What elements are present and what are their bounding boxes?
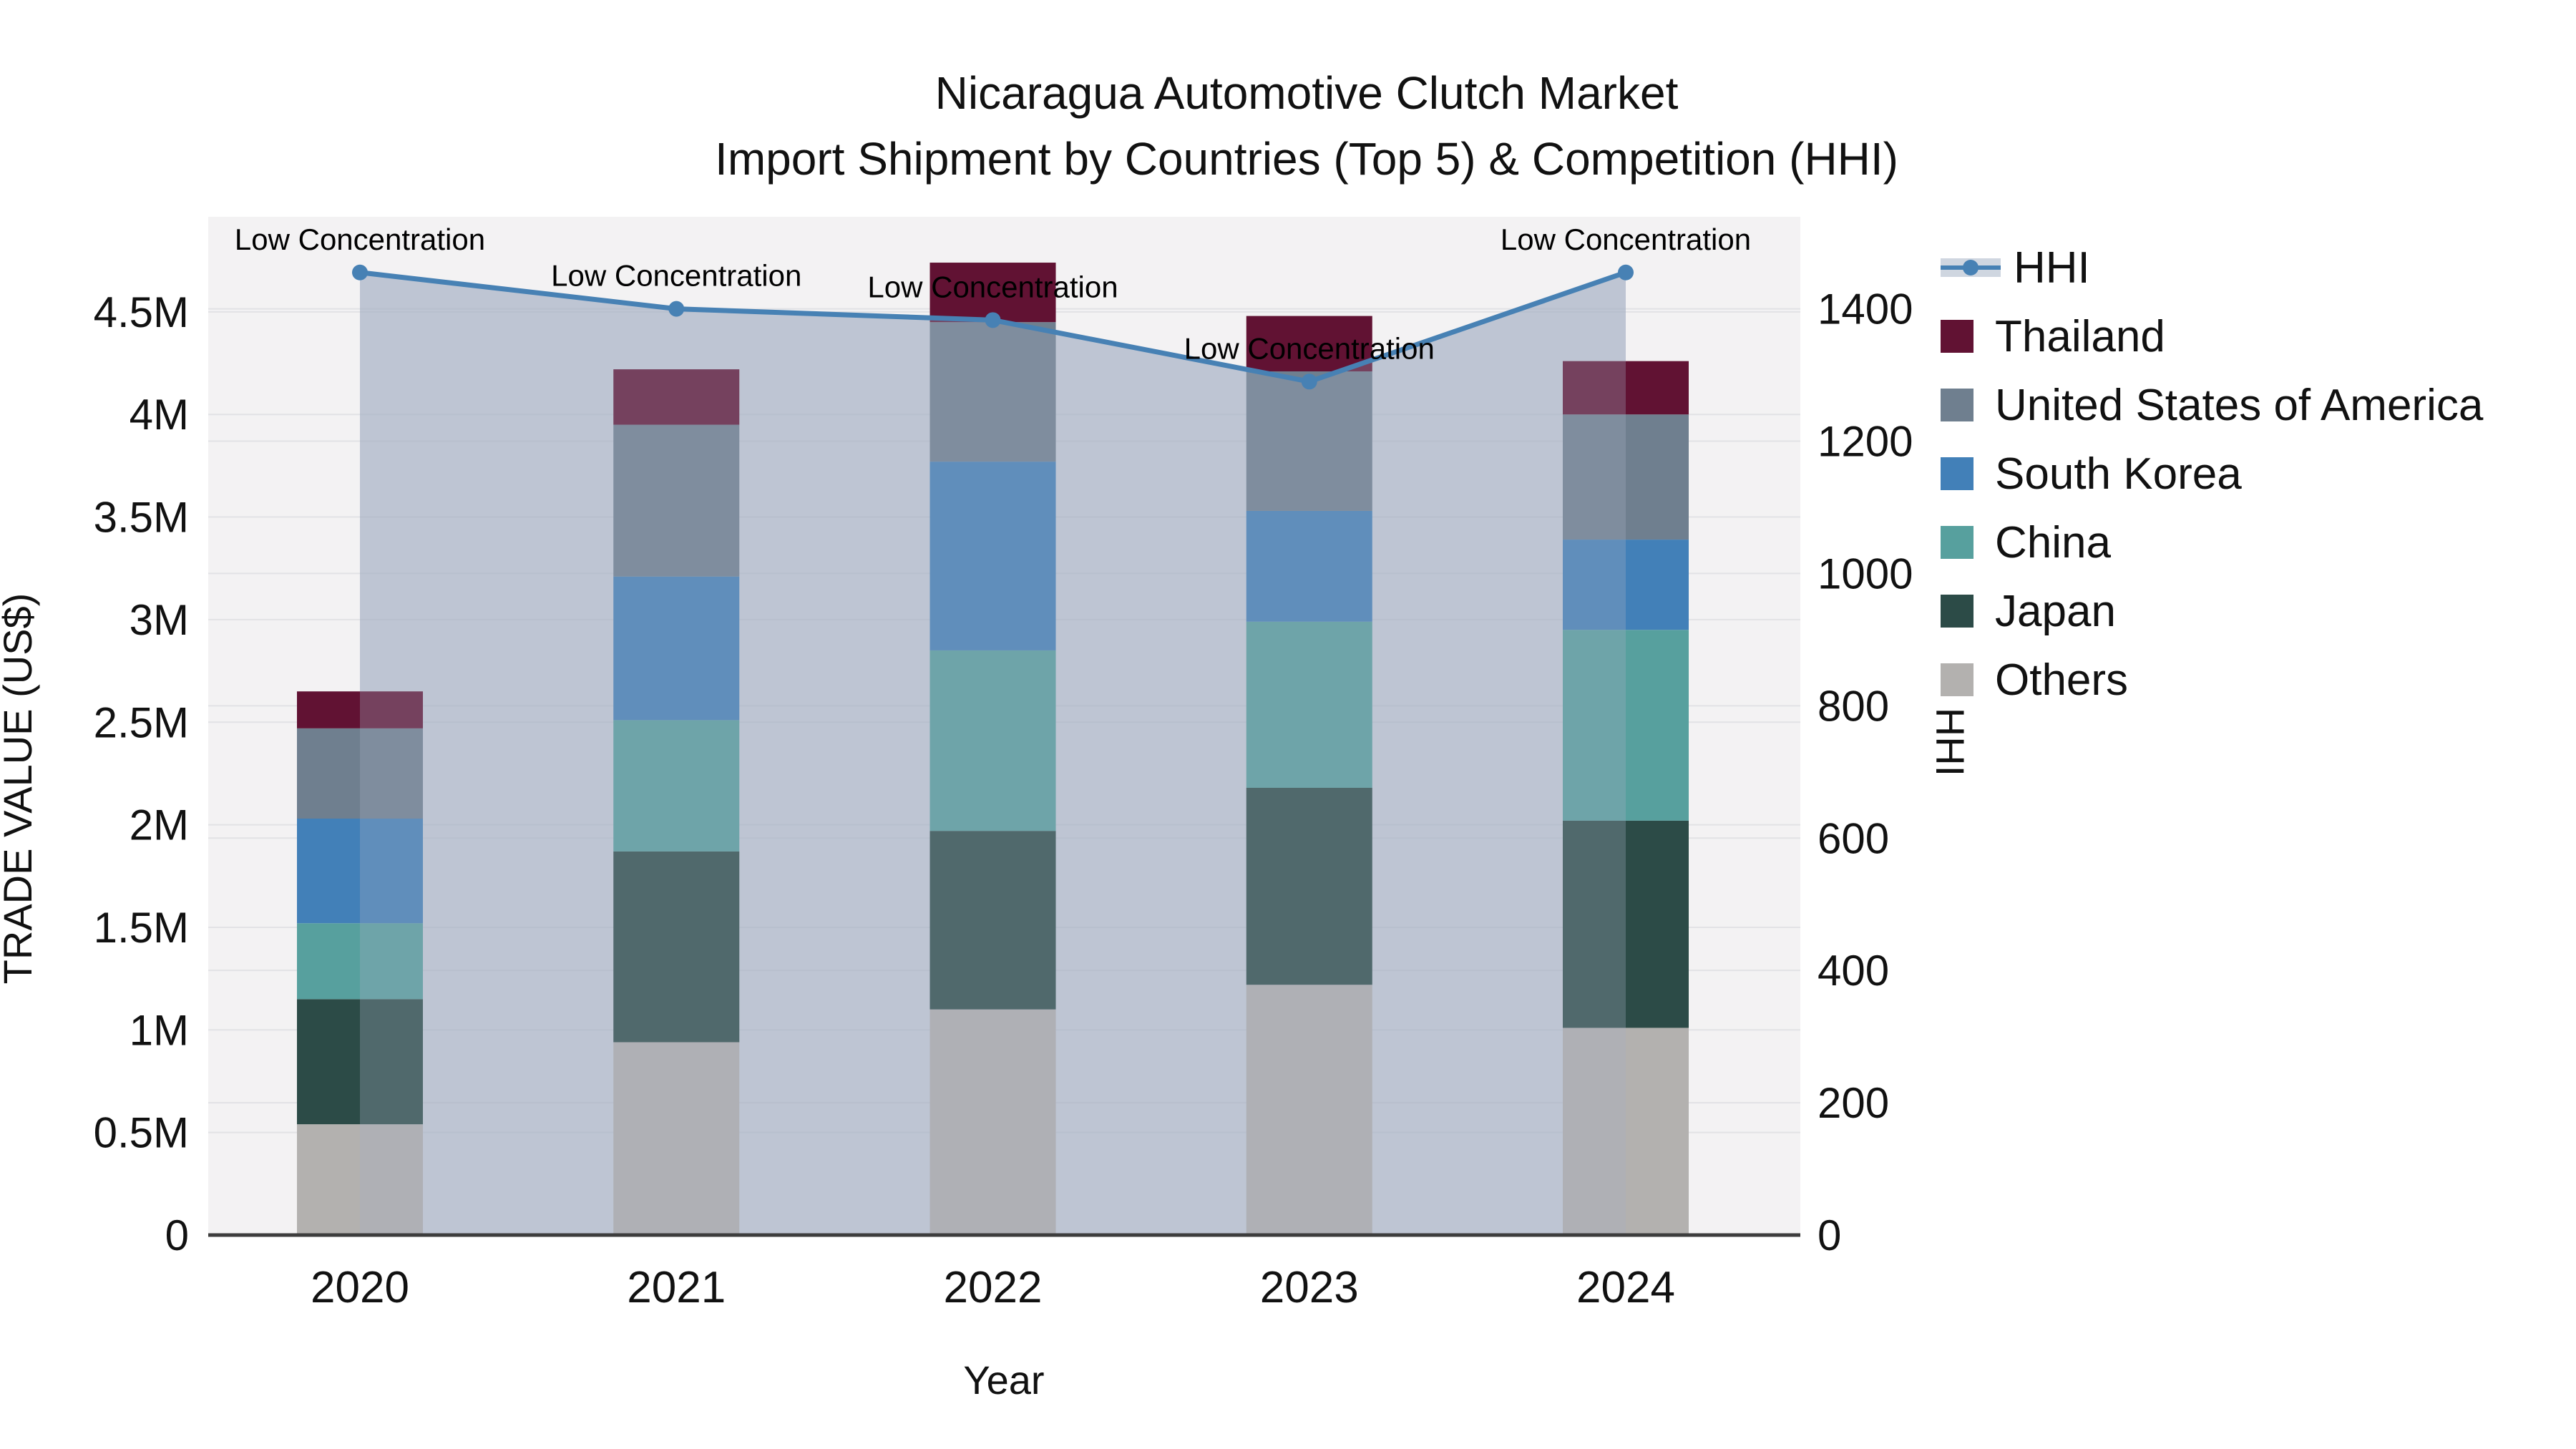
- legend-item-south-korea: South Korea: [1941, 439, 2483, 508]
- bar-south-korea-2024: [1563, 540, 1689, 630]
- legend-label-thailand: Thailand: [1995, 311, 2165, 361]
- y-left-axis-title: TRADE VALUE (US$): [0, 593, 40, 985]
- bar-united-states-of-america-2022: [930, 322, 1056, 462]
- bar-japan-2023: [1246, 787, 1372, 985]
- legend-item-others: Others: [1941, 645, 2483, 714]
- bar-china-2021: [613, 720, 740, 852]
- y-right-tick-200: 200: [1818, 1079, 1889, 1127]
- annotation-low-concentration-2022: Low Concentration: [867, 270, 1118, 303]
- bar-south-korea-2021: [613, 576, 740, 721]
- bar-china-2022: [930, 650, 1056, 831]
- bar-united-states-of-america-2024: [1563, 414, 1689, 540]
- x-tick-2020: 2020: [311, 1263, 409, 1312]
- y-left-tick-4.5M: 4.5M: [94, 288, 189, 336]
- chart-title-line2: Import Shipment by Countries (Top 5) & C…: [715, 133, 1898, 185]
- y-left-tick-3.5M: 3.5M: [94, 494, 189, 542]
- x-axis-title: Year: [963, 1357, 1044, 1402]
- legend-item-thailand: Thailand: [1941, 302, 2483, 371]
- legend-swatch-others: [1941, 663, 1974, 696]
- hhi-marker-2022: [985, 312, 1001, 328]
- bar-japan-2021: [613, 851, 740, 1043]
- bar-south-korea-2023: [1246, 510, 1372, 622]
- annotation-low-concentration-2021: Low Concentration: [551, 259, 801, 293]
- y-right-tick-400: 400: [1818, 947, 1889, 995]
- bar-others-2023: [1246, 985, 1372, 1235]
- bar-china-2020: [297, 923, 423, 1000]
- x-tick-2021: 2021: [627, 1263, 726, 1312]
- legend-swatch-south-korea: [1941, 457, 1974, 490]
- legend-label-china: China: [1995, 517, 2111, 567]
- hhi-marker-2020: [352, 264, 368, 280]
- hhi-marker-2021: [668, 301, 685, 317]
- legend-line-sample-hhi: [1941, 252, 2001, 283]
- legend-item-japan: Japan: [1941, 577, 2483, 645]
- bar-others-2020: [297, 1124, 423, 1235]
- bar-united-states-of-america-2021: [613, 424, 740, 577]
- legend-item-china: China: [1941, 508, 2483, 577]
- legend-item-hhi: HHI: [1941, 233, 2483, 302]
- y-left-tick-3M: 3M: [130, 596, 189, 644]
- bar-china-2023: [1246, 621, 1372, 788]
- y-right-tick-1200: 1200: [1818, 418, 1913, 466]
- legend-label-hhi: HHI: [2014, 243, 2090, 293]
- hhi-area-tint: [360, 272, 1626, 1236]
- y-right-tick-1400: 1400: [1818, 286, 1913, 333]
- bar-south-korea-2020: [297, 818, 423, 924]
- annotation-low-concentration-2024: Low Concentration: [1501, 223, 1751, 256]
- bar-thailand-2024: [1563, 361, 1689, 415]
- y-right-tick-0: 0: [1818, 1211, 1841, 1259]
- bar-south-korea-2022: [930, 462, 1056, 650]
- x-tick-2024: 2024: [1576, 1263, 1675, 1312]
- bar-thailand-2020: [297, 691, 423, 728]
- legend-label-japan: Japan: [1995, 586, 2116, 636]
- y-left-tick-2.5M: 2.5M: [94, 698, 189, 746]
- legend-label-others: Others: [1995, 655, 2129, 705]
- legend-swatch-thailand: [1941, 320, 1974, 353]
- y-left-tick-4M: 4M: [130, 391, 189, 439]
- y-left-tick-0.5M: 0.5M: [94, 1109, 189, 1157]
- legend-label-south-korea: South Korea: [1995, 449, 2242, 499]
- chart-title: Nicaragua Automotive Clutch Market Impor…: [448, 60, 2165, 192]
- chart-title-line1: Nicaragua Automotive Clutch Market: [935, 67, 1679, 119]
- legend: HHI Thailand United States of America South…: [1941, 233, 2483, 714]
- legend-label-usa: United States of America: [1995, 380, 2484, 430]
- x-tick-2023: 2023: [1260, 1263, 1359, 1312]
- legend-dot-hhi: [1963, 260, 1979, 275]
- annotation-low-concentration-2020: Low Concentration: [235, 223, 485, 256]
- bar-united-states-of-america-2020: [297, 728, 423, 819]
- bar-others-2024: [1563, 1028, 1689, 1235]
- bar-others-2022: [930, 1009, 1056, 1235]
- annotation-low-concentration-2023: Low Concentration: [1184, 331, 1435, 365]
- y-right-tick-1000: 1000: [1818, 550, 1913, 597]
- legend-swatch-usa: [1941, 389, 1974, 421]
- legend-item-usa: United States of America: [1941, 371, 2483, 439]
- y-left-tick-1.5M: 1.5M: [94, 904, 189, 952]
- legend-swatch-japan: [1941, 595, 1974, 628]
- bar-others-2021: [613, 1042, 740, 1235]
- bar-japan-2022: [930, 831, 1056, 1010]
- y-left-tick-2M: 2M: [130, 801, 189, 849]
- y-right-tick-800: 800: [1818, 682, 1889, 730]
- hhi-marker-2024: [1618, 264, 1634, 280]
- bar-china-2024: [1563, 630, 1689, 821]
- y-right-tick-600: 600: [1818, 814, 1889, 862]
- bar-united-states-of-america-2023: [1246, 371, 1372, 511]
- hhi-marker-2023: [1301, 374, 1317, 390]
- y-left-tick-0: 0: [165, 1211, 189, 1259]
- bar-japan-2020: [297, 999, 423, 1125]
- bar-thailand-2023: [1246, 316, 1372, 371]
- legend-swatch-china: [1941, 526, 1974, 559]
- bar-japan-2024: [1563, 820, 1689, 1028]
- y-left-tick-1M: 1M: [130, 1006, 189, 1054]
- bar-thailand-2021: [613, 369, 740, 425]
- x-tick-2022: 2022: [944, 1263, 1043, 1312]
- y-right-axis-title: HHI: [1928, 708, 1973, 776]
